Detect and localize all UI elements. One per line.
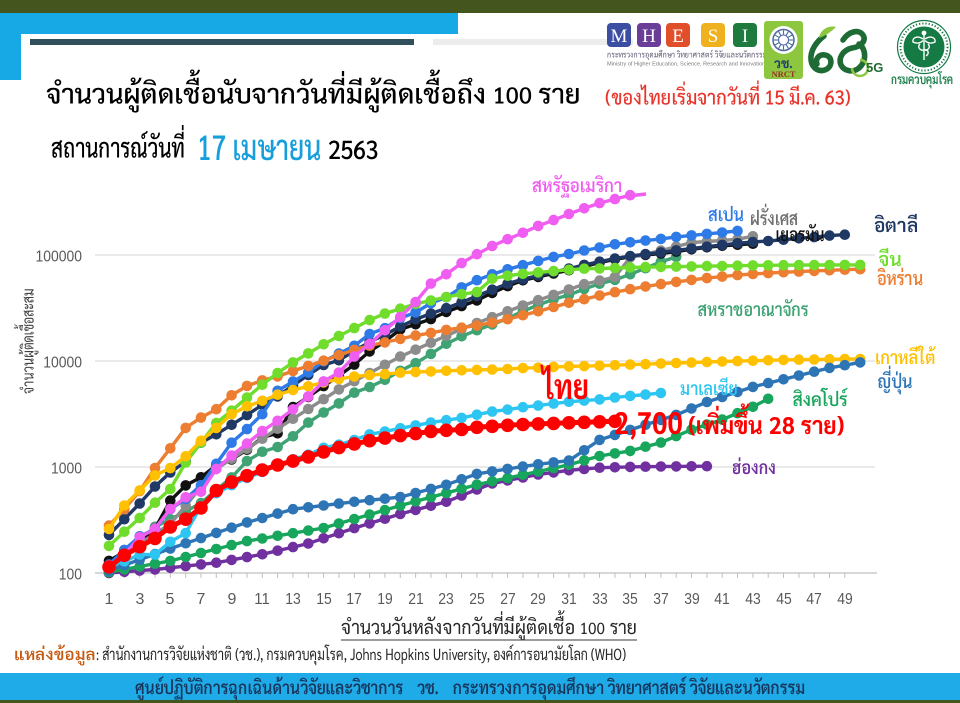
svg-text:27: 27	[500, 591, 516, 608]
svg-text:E: E	[672, 26, 684, 47]
svg-text:15: 15	[316, 591, 332, 608]
svg-text:3: 3	[136, 591, 145, 608]
svg-text:35: 35	[622, 591, 638, 608]
svg-text:I: I	[742, 26, 748, 47]
svg-text:21: 21	[408, 591, 424, 608]
svg-text:11: 11	[254, 591, 270, 608]
svg-text:7: 7	[197, 591, 206, 608]
svg-text:M: M	[611, 26, 628, 47]
svg-text:1000: 1000	[51, 461, 82, 478]
svg-text:41: 41	[714, 591, 730, 608]
svg-text:49: 49	[837, 591, 853, 608]
svg-text:43: 43	[745, 591, 761, 608]
svg-text:Ministry of Higher Education,: Ministry of Higher Education, Science, R…	[607, 62, 765, 68]
svg-text:23: 23	[438, 591, 454, 608]
svg-text:47: 47	[806, 591, 822, 608]
svg-text:NRCT: NRCT	[771, 69, 795, 79]
svg-text:9: 9	[228, 591, 237, 608]
svg-text:19: 19	[377, 591, 393, 608]
svg-text:25: 25	[469, 591, 485, 608]
svg-text:S: S	[708, 26, 719, 47]
svg-text:10000: 10000	[43, 355, 82, 372]
svg-text:13: 13	[285, 591, 301, 608]
svg-text:39: 39	[684, 591, 700, 608]
svg-text:H: H	[642, 26, 656, 47]
svg-text:33: 33	[592, 591, 608, 608]
svg-text:31: 31	[561, 591, 577, 608]
svg-text:45: 45	[776, 591, 792, 608]
svg-text:17: 17	[346, 591, 362, 608]
svg-text:29: 29	[530, 591, 546, 608]
svg-text:5: 5	[166, 591, 175, 608]
svg-text:100: 100	[59, 567, 82, 584]
svg-text:100000: 100000	[36, 249, 83, 266]
svg-text:5G: 5G	[866, 60, 883, 75]
svg-text:37: 37	[653, 591, 669, 608]
svg-text:1: 1	[105, 591, 114, 608]
